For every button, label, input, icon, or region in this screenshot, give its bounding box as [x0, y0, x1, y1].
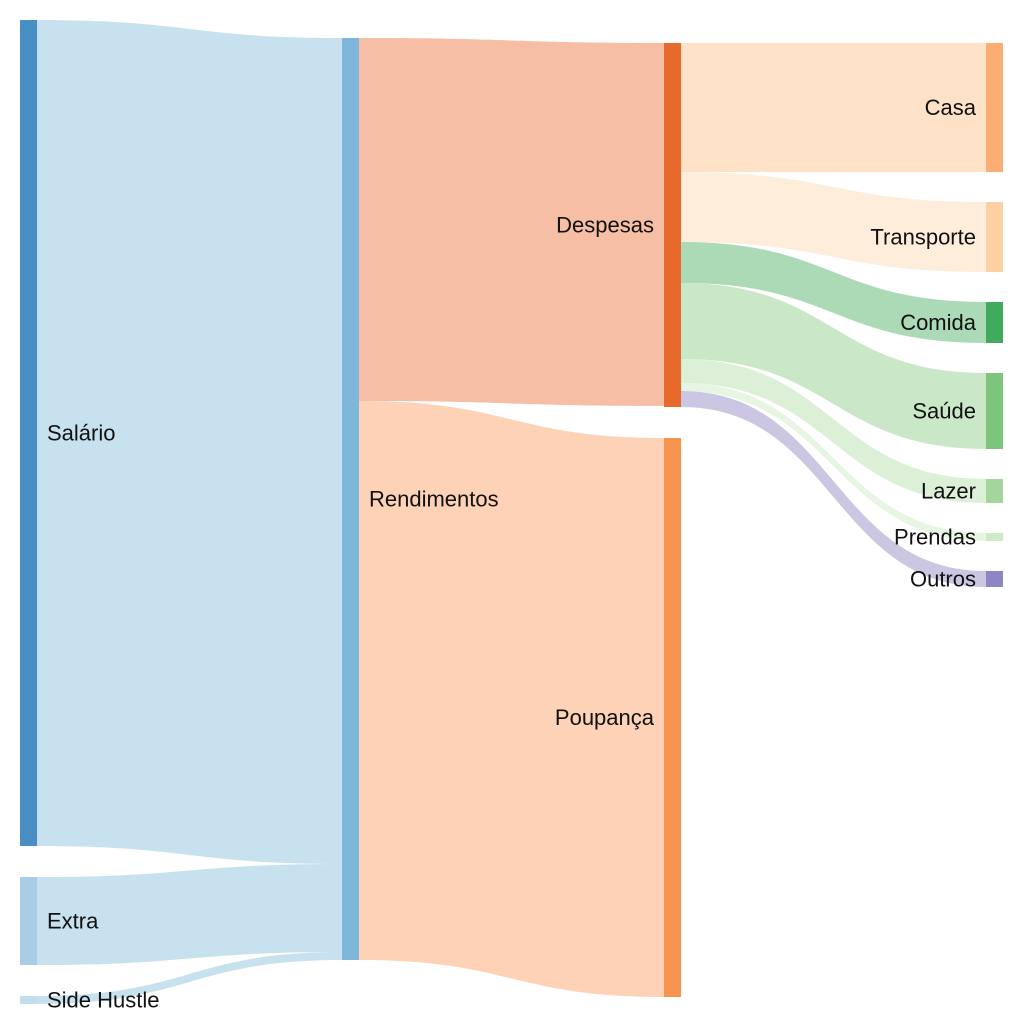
node-label-saude: Saúde: [912, 399, 976, 424]
link-side_hustle-to-rendimentos: [37, 952, 342, 1004]
link-despesas-to-lazer: [681, 359, 986, 503]
link-despesas-to-saude: [681, 283, 986, 449]
node-label-side_hustle: Side Hustle: [47, 988, 160, 1013]
node-label-casa: Casa: [925, 95, 977, 120]
node-despesas: [664, 43, 681, 407]
node-label-poupanca: Poupança: [555, 705, 655, 730]
link-despesas-to-transporte: [681, 172, 986, 272]
link-extra-to-rendimentos: [37, 864, 342, 965]
node-poupanca: [664, 438, 681, 997]
link-rendimentos-to-poupanca: [359, 401, 664, 997]
node-label-comida: Comida: [900, 310, 977, 335]
node-label-despesas: Despesas: [556, 213, 654, 238]
node-label-prendas: Prendas: [894, 525, 976, 550]
link-despesas-to-comida: [681, 242, 986, 343]
node-salario: [20, 20, 37, 846]
node-lazer: [986, 479, 1003, 503]
node-label-transporte: Transporte: [870, 225, 976, 250]
nodes-layer: [20, 20, 1003, 1004]
node-rendimentos: [342, 38, 359, 960]
link-despesas-to-outros: [681, 391, 986, 587]
node-saude: [986, 373, 1003, 449]
link-despesas-to-casa: [681, 43, 986, 172]
node-outros: [986, 571, 1003, 587]
link-salario-to-rendimentos: [37, 20, 342, 864]
link-despesas-to-prendas: [681, 383, 986, 541]
node-prendas: [986, 533, 1003, 541]
node-casa: [986, 43, 1003, 172]
link-rendimentos-to-despesas: [359, 38, 664, 406]
node-label-rendimentos: Rendimentos: [369, 487, 499, 512]
node-label-lazer: Lazer: [921, 479, 976, 504]
node-comida: [986, 302, 1003, 343]
node-label-extra: Extra: [47, 909, 99, 934]
node-label-salario: Salário: [47, 421, 115, 446]
labels-layer: Salário Extra Side Hustle Rendimentos Despes…: [47, 95, 977, 1013]
node-extra: [20, 877, 37, 965]
links-layer: [37, 20, 986, 1004]
node-side_hustle: [20, 996, 37, 1004]
node-label-outros: Outros: [910, 567, 976, 592]
node-transporte: [986, 202, 1003, 272]
